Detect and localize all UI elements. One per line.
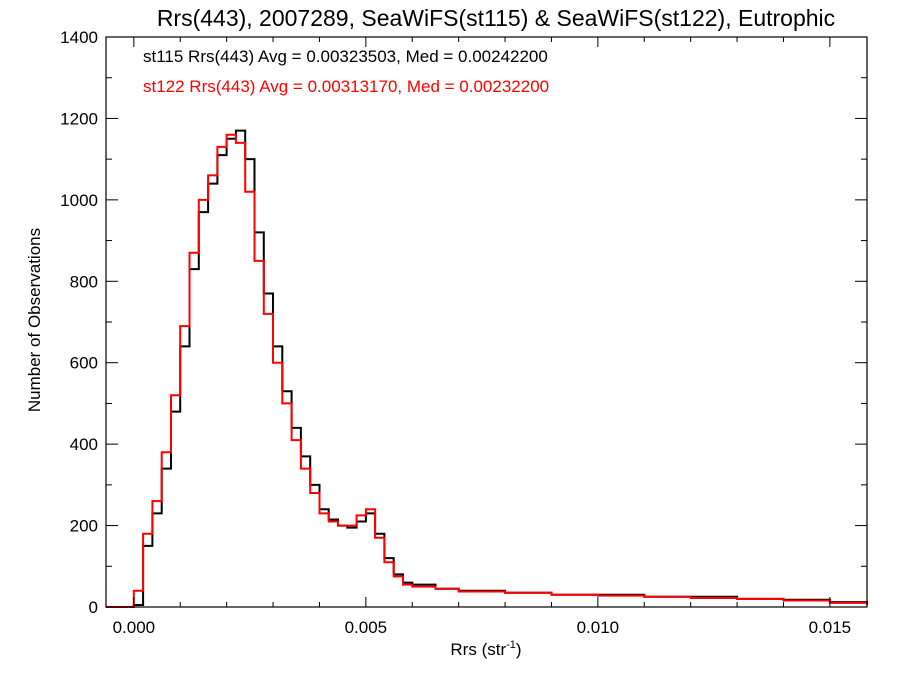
x-axis-label-main: Rrs (str [450, 640, 506, 659]
annotation-st115: st115 Rrs(443) Avg = 0.00323503, Med = 0… [143, 47, 548, 66]
y-tick-label: 800 [70, 272, 98, 291]
y-tick-label: 0 [89, 598, 98, 617]
y-tick-label: 200 [70, 517, 98, 536]
x-tick-label: 0.010 [577, 618, 620, 637]
y-tick-label: 1200 [60, 109, 98, 128]
series-line-1 [106, 133, 868, 608]
ticks-layer: 0.000 0.005 0.010 0.015 0 200 400 600 800 1000 120… [60, 28, 867, 637]
x-tick-label: 0.000 [113, 618, 156, 637]
x-axis-label-superscript: -1 [506, 639, 516, 651]
annotation-st122: st122 Rrs(443) Avg = 0.00313170, Med = 0… [143, 77, 549, 96]
y-tick-label: 1000 [60, 191, 98, 210]
x-axis-label: Rrs (str-1) [450, 639, 521, 659]
series-layer [106, 129, 868, 608]
y-tick-label: 1400 [60, 28, 98, 47]
y-axis-label: Number of Observations [25, 228, 44, 412]
y-tick-label: 600 [70, 354, 98, 373]
chart-title: Rrs(443), 2007289, SeaWiFS(st115) & SeaW… [157, 5, 835, 31]
series-line-0 [106, 129, 868, 608]
plot-frame [105, 36, 868, 608]
x-tick-label: 0.015 [809, 618, 852, 637]
x-tick-label: 0.005 [345, 618, 388, 637]
y-tick-label: 400 [70, 435, 98, 454]
x-axis-label-close: ) [516, 640, 522, 659]
